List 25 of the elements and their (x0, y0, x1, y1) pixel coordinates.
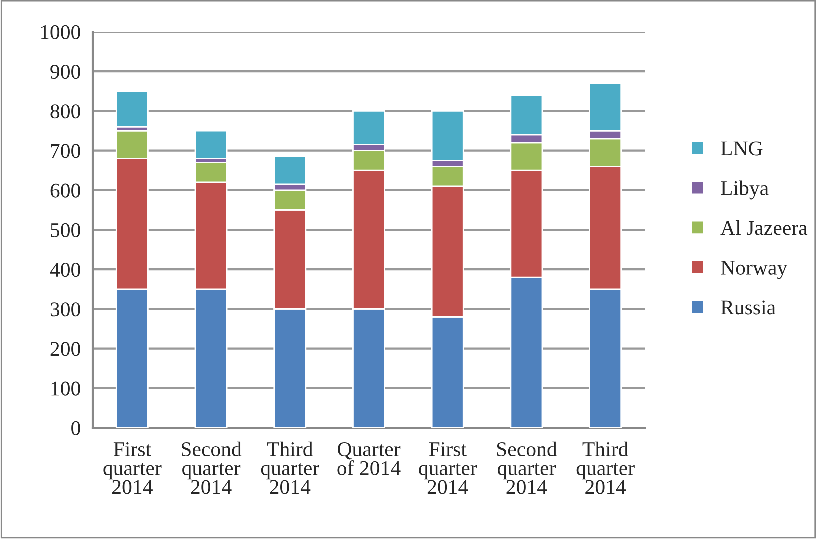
x-tick-label: Third quarter 2014 (261, 442, 320, 494)
y-tick-label: 800 (50, 104, 80, 119)
legend-label: LNG (721, 142, 763, 156)
bar (194, 130, 228, 160)
y-tick-label: 200 (50, 342, 80, 356)
y-tick-label: 1000 (41, 25, 80, 40)
x-tick-label: Third quarter 2014 (576, 442, 635, 494)
y-tick-label: 100 (52, 382, 80, 396)
y-tick-label: 0 (72, 421, 80, 436)
x-tick-label: Second quarter 2014 (182, 442, 242, 494)
y-tick-label: 500 (51, 223, 80, 238)
y-tick-label: 400 (50, 262, 80, 278)
y-tick-label: 900 (50, 64, 80, 80)
legend-label: Norway (721, 261, 788, 280)
x-tick-label: First quarter 2014 (419, 442, 478, 494)
x-tick-label: Quarter of 2014 (338, 442, 401, 476)
bar (116, 90, 149, 128)
y-tick-label: 700 (51, 144, 80, 158)
legend-label: Al Jazeera (720, 220, 808, 236)
y-tick-label: 300 (50, 302, 80, 317)
x-tick-label: First quarter 2014 (104, 442, 162, 494)
y-tick-label: 600 (50, 184, 80, 198)
legend-label: Libya (721, 180, 769, 200)
x-tick-label: Second quarter 2014 (497, 442, 558, 494)
legend-label: Russia (721, 300, 776, 315)
